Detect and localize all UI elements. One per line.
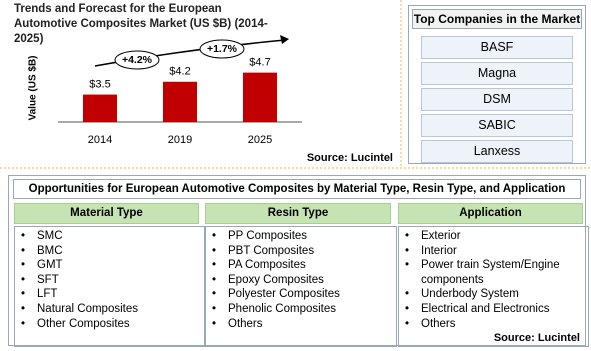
company: Lanxess <box>421 140 573 163</box>
list-item: Underbody System <box>405 287 588 302</box>
list-item: SFT <box>21 273 204 288</box>
source: Source: Lucintel <box>307 152 393 164</box>
bar <box>83 94 117 122</box>
list-item: Power train System/Engine components <box>405 258 588 287</box>
list-item: LFT <box>21 287 204 302</box>
trend-arrow <box>94 39 286 67</box>
companies-panel: Top Companies in the Market BASF Magna DSM… <box>408 5 586 164</box>
list-item: Interior <box>405 244 588 259</box>
y-axis-label: Value (US $B) <box>28 55 39 120</box>
column-list: SMCBMCGMTSFTLFTNatural CompositesOther C… <box>14 226 205 347</box>
list-item: GMT <box>21 258 204 273</box>
company: BASF <box>421 36 573 59</box>
list-item: BMC <box>21 244 204 259</box>
company: DSM <box>421 88 573 111</box>
growth-label: +4.2% <box>122 54 153 66</box>
list-item: PA Composites <box>212 258 396 273</box>
list-item: Natural Composites <box>21 302 204 317</box>
company: SABIC <box>421 114 573 137</box>
bar <box>163 81 197 122</box>
column-list: PP CompositesPBT CompositesPA Composites… <box>205 226 397 347</box>
list-item: Polyester Composites <box>212 287 396 302</box>
list-item: Other Composites <box>21 317 204 332</box>
value-label: $4.7 <box>249 57 270 69</box>
list-item: Exterior <box>405 229 588 244</box>
growth-badge <box>199 39 245 59</box>
column-header: Resin Type <box>205 203 391 224</box>
column-header: Material Type <box>14 203 199 224</box>
growth-badge <box>114 50 160 70</box>
value-label: $4.2 <box>169 66 190 78</box>
bar <box>243 72 277 122</box>
company: Magna <box>421 62 573 85</box>
value-label: $3.5 <box>89 78 110 90</box>
list-item: PP Composites <box>212 229 396 244</box>
growth-label: +1.7% <box>207 43 238 55</box>
list-item: Epoxy Composites <box>212 273 396 288</box>
list-item: Others <box>212 317 396 332</box>
x-tick-label: 2014 <box>88 134 112 146</box>
list: PP CompositesPBT CompositesPA Composites… <box>212 229 396 331</box>
chart-title: Trends and Forecast for the European Aut… <box>14 3 268 45</box>
companies-title: Top Companies in the Market <box>412 9 582 29</box>
x-tick-label: 2025 <box>248 134 272 146</box>
list-item: Others <box>405 317 588 332</box>
list-item: SMC <box>21 229 204 244</box>
opportunities-title: Opportunities for European Automotive Co… <box>13 179 581 199</box>
list-item: Electrical and Electronics <box>405 302 588 317</box>
list: ExteriorInteriorPower train System/Engin… <box>405 229 588 331</box>
list: SMCBMCGMTSFTLFTNatural CompositesOther C… <box>21 229 204 331</box>
opportunities-panel: Opportunities for European Automotive Co… <box>8 175 589 347</box>
list-item: PBT Composites <box>212 244 396 259</box>
column-header: Application <box>398 203 583 224</box>
arrow-head <box>280 35 289 44</box>
column-list: ExteriorInteriorPower train System/Engin… <box>398 226 589 347</box>
x-tick-label: 2019 <box>168 134 192 146</box>
source: Source: Lucintel <box>494 332 580 344</box>
list-item: Phenolic Composites <box>212 302 396 317</box>
